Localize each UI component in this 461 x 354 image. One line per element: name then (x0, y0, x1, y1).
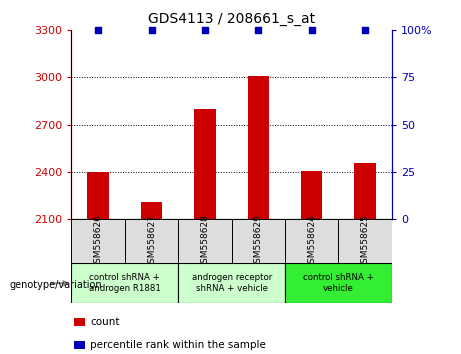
Bar (178, 263, 285, 303)
Text: GSM558624: GSM558624 (307, 214, 316, 269)
Point (95, 27, 102, 33)
Point (254, 27, 262, 33)
Text: genotype/variation: genotype/variation (9, 280, 102, 290)
Point (148, 27, 155, 33)
Bar (231, 219, 285, 264)
Bar (301, 171, 322, 219)
Bar (248, 76, 269, 219)
Bar (141, 202, 162, 219)
Bar (338, 219, 392, 264)
Text: control shRNA +
androgen R1881: control shRNA + androgen R1881 (89, 273, 161, 292)
Bar (88, 172, 109, 219)
Text: GSM558629: GSM558629 (254, 214, 263, 269)
Text: androgen receptor
shRNA + vehicle: androgen receptor shRNA + vehicle (191, 273, 272, 292)
Bar (285, 263, 392, 303)
Text: GSM558628: GSM558628 (201, 214, 209, 269)
Bar (194, 109, 216, 219)
Title: GDS4113 / 208661_s_at: GDS4113 / 208661_s_at (148, 12, 315, 26)
Text: percentile rank within the sample: percentile rank within the sample (90, 340, 266, 350)
Point (308, 27, 315, 33)
Point (361, 27, 369, 33)
Text: control shRNA +
vehicle: control shRNA + vehicle (303, 273, 374, 292)
Point (201, 27, 209, 33)
Bar (125, 219, 178, 264)
Text: GSM558626: GSM558626 (94, 214, 103, 269)
Text: GSM558625: GSM558625 (361, 214, 370, 269)
Bar (71, 263, 178, 303)
Text: GSM558627: GSM558627 (147, 214, 156, 269)
Bar (355, 162, 376, 219)
Text: count: count (90, 317, 119, 327)
Bar (178, 219, 231, 264)
Bar (71, 219, 125, 264)
Bar (285, 219, 338, 264)
